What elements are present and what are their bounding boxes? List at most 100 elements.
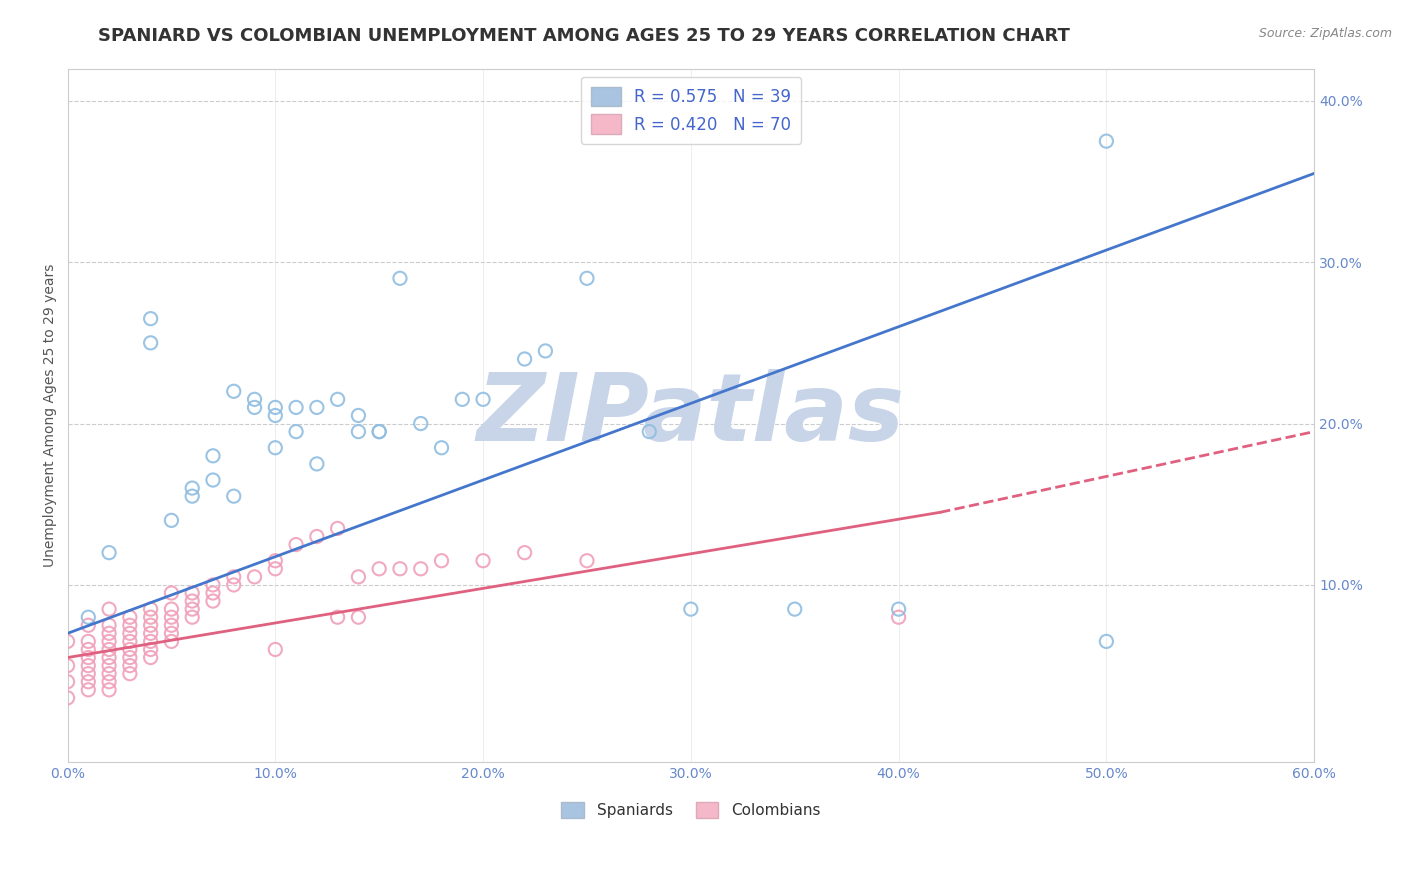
Point [201,578,224,592]
Point [347,610,370,624]
Point [139,650,162,665]
Point [264,401,287,415]
Point [887,610,910,624]
Point [77,666,100,681]
Text: SPANIARD VS COLOMBIAN UNEMPLOYMENT AMONG AGES 25 TO 29 YEARS CORRELATION CHART: SPANIARD VS COLOMBIAN UNEMPLOYMENT AMONG… [98,27,1070,45]
Point [264,409,287,423]
Point [118,650,141,665]
Point [326,392,349,407]
Point [139,610,162,624]
Point [243,392,266,407]
Point [201,594,224,608]
Point [56,634,79,648]
Point [77,650,100,665]
Point [243,401,266,415]
Point [264,441,287,455]
Point [77,642,100,657]
Point [181,489,204,503]
Point [98,618,121,632]
Point [118,618,141,632]
Point [181,602,204,616]
Point [98,642,121,657]
Point [160,626,183,640]
Point [201,449,224,463]
Point [98,546,121,560]
Point [285,425,308,439]
Legend: Spaniards, Colombians: Spaniards, Colombians [555,796,827,824]
Point [368,562,391,576]
Point [305,457,328,471]
Point [56,674,79,689]
Point [160,618,183,632]
Point [201,586,224,600]
Point [264,562,287,576]
Text: ZIPatlas: ZIPatlas [477,369,905,461]
Point [513,546,536,560]
Point [222,489,245,503]
Point [347,425,370,439]
Point [222,578,245,592]
Point [222,384,245,399]
Point [181,586,204,600]
Point [56,690,79,705]
Point [1095,134,1118,148]
Point [243,570,266,584]
Point [305,401,328,415]
Point [534,343,557,358]
Point [451,392,474,407]
Point [368,425,391,439]
Point [98,650,121,665]
Point [77,618,100,632]
Point [160,513,183,527]
Point [1095,634,1118,648]
Point [139,602,162,616]
Point [118,642,141,657]
Point [575,554,598,568]
Point [98,666,121,681]
Point [77,610,100,624]
Point [118,634,141,648]
Point [160,610,183,624]
Point [347,409,370,423]
Point [388,271,411,285]
Point [285,538,308,552]
Point [326,521,349,535]
Point [264,642,287,657]
Point [98,674,121,689]
Point [264,554,287,568]
Point [77,674,100,689]
Point [783,602,806,616]
Point [118,610,141,624]
Point [160,602,183,616]
Text: Source: ZipAtlas.com: Source: ZipAtlas.com [1258,27,1392,40]
Point [181,481,204,495]
Point [181,610,204,624]
Point [430,554,453,568]
Point [409,562,432,576]
Point [575,271,598,285]
Point [388,562,411,576]
Point [118,626,141,640]
Point [160,634,183,648]
Point [347,570,370,584]
Point [77,682,100,697]
Point [98,602,121,616]
Point [77,634,100,648]
Point [638,425,661,439]
Point [222,570,245,584]
Point [472,554,495,568]
Y-axis label: Unemployment Among Ages 25 to 29 years: Unemployment Among Ages 25 to 29 years [44,264,58,567]
Point [98,634,121,648]
Point [77,658,100,673]
Point [56,658,79,673]
Point [98,626,121,640]
Point [139,618,162,632]
Point [513,351,536,366]
Point [305,529,328,543]
Point [409,417,432,431]
Point [679,602,702,616]
Point [285,401,308,415]
Point [98,682,121,697]
Point [472,392,495,407]
Point [139,642,162,657]
